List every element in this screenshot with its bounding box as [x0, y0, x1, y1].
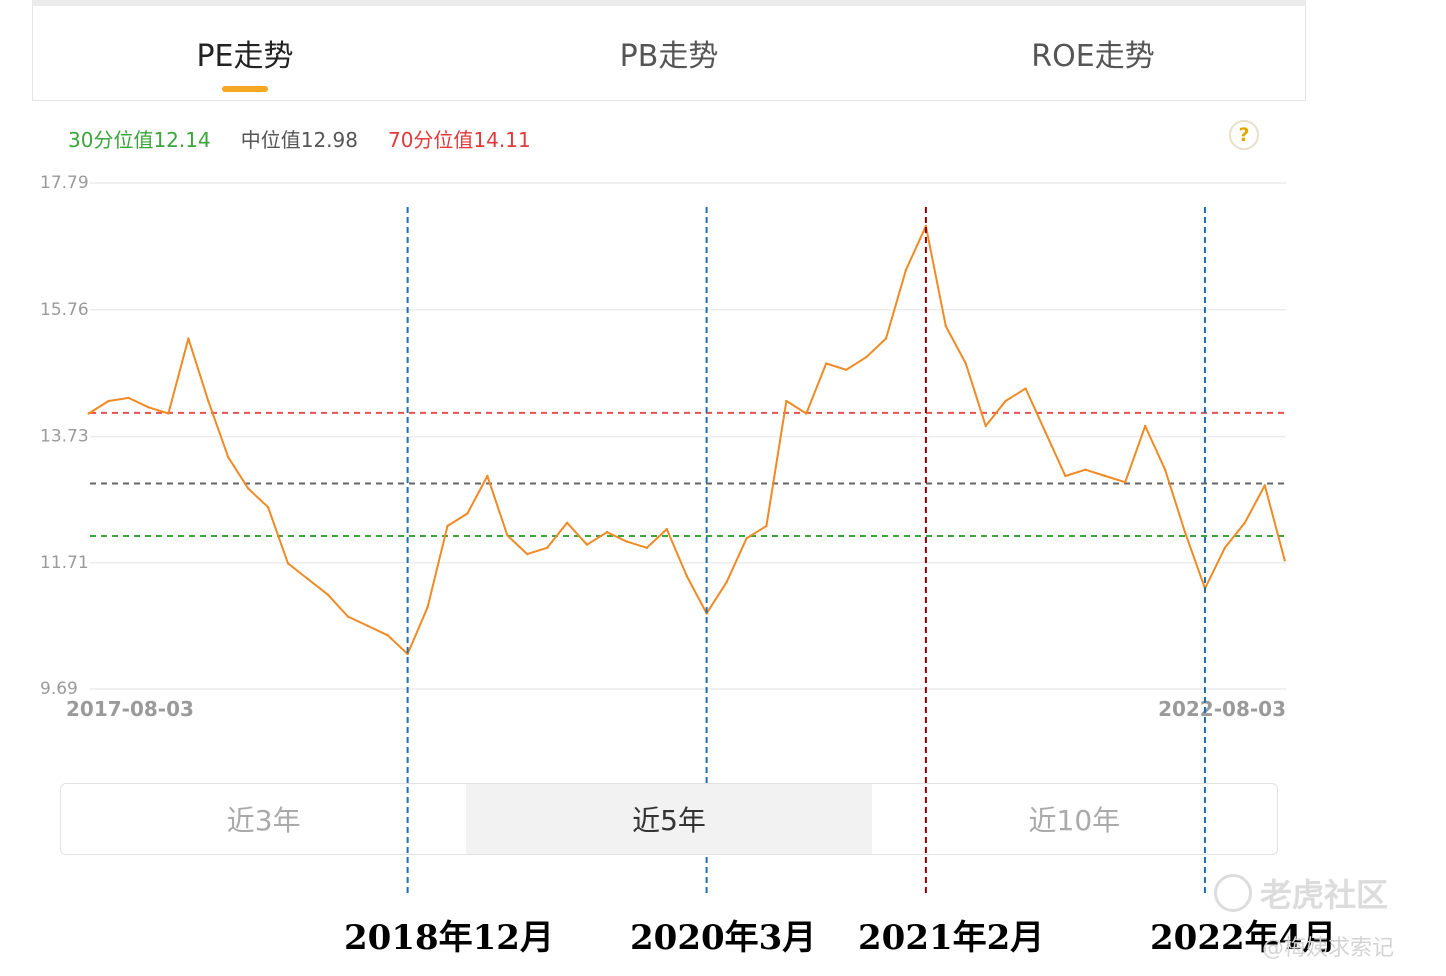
pe-data-point [665, 527, 668, 531]
pe-data-point [964, 362, 967, 365]
pe-data-point [466, 512, 469, 515]
pe-data-point [884, 337, 888, 340]
annotation-label-2022-04: 2022年4月 [1150, 918, 1337, 958]
pe-data-point [1104, 474, 1107, 478]
annotation-label-2021-02: 2021年2月 [858, 918, 1045, 958]
pe-data-point [725, 580, 728, 584]
range-5y-button[interactable]: 近5年 [466, 784, 872, 854]
percentile-legend: 30分位值12.14 中位值12.98 70分位值14.11 [68, 124, 531, 153]
x-start-label: 2017-08-03 [66, 697, 194, 721]
pe-data-point [326, 593, 330, 596]
pe-data-point [785, 399, 788, 403]
pe-data-point [446, 524, 449, 528]
pe-data-point [1263, 484, 1266, 487]
pe-data-point [286, 562, 290, 565]
tab-pe[interactable]: PE走势 [33, 6, 457, 100]
tab-pe-label: PE走势 [196, 39, 294, 74]
tab-pb[interactable]: PB走势 [457, 6, 881, 100]
y-tick-label: 17.79 [40, 173, 89, 193]
pe-data-point [904, 268, 908, 272]
annotation-label-2020-03: 2020年3月 [630, 918, 817, 958]
pe-data-point [645, 546, 649, 550]
watermark-logo-icon [1214, 874, 1252, 912]
watermark-name: 老虎社区 [1260, 876, 1389, 914]
pe-data-point [1064, 474, 1067, 478]
pe-data-point [107, 399, 110, 403]
pe-series-line [88, 225, 1286, 655]
legend-median: 中位值12.98 [240, 128, 358, 152]
pe-data-point [366, 624, 369, 628]
pe-data-point [1004, 399, 1007, 403]
legend-30th-percentile: 30分位值12.14 [68, 128, 211, 152]
pe-data-point [526, 552, 529, 556]
pe-data-point [187, 337, 190, 340]
tab-roe[interactable]: ROE走势 [881, 6, 1305, 100]
help-icon[interactable]: ? [1229, 120, 1259, 150]
pe-data-point [147, 406, 150, 409]
y-tick-label: 13.73 [40, 427, 89, 447]
tab-bar: PE走势 PB走势 ROE走势 [32, 0, 1306, 101]
annotation-label-2018-12: 2018年12月 [344, 918, 554, 958]
pe-data-point [1163, 468, 1167, 471]
pe-data-point [227, 456, 230, 459]
pe-data-point [805, 412, 808, 415]
pe-data-point [605, 531, 609, 534]
y-tick-label: 9.69 [40, 679, 78, 699]
pe-data-point [386, 634, 389, 637]
pe-data-point [585, 543, 589, 546]
pe-data-point [266, 506, 270, 509]
pe-data-point [426, 605, 429, 609]
pe-data-point [1124, 481, 1127, 484]
range-selector: 近3年 近5年 近10年 [60, 783, 1278, 855]
y-tick-label: 11.71 [40, 553, 89, 573]
pe-data-point [565, 521, 569, 525]
x-end-label: 2022-08-03 [1158, 697, 1286, 721]
range-10y-button[interactable]: 近10年 [1028, 804, 1121, 837]
pe-data-point [944, 324, 948, 328]
pe-data-point [984, 424, 987, 428]
pe-data-point [924, 224, 928, 228]
pe-data-point [625, 540, 629, 543]
watermark-author: @梅姨求索记 [1262, 936, 1395, 961]
pe-data-point [1243, 521, 1247, 525]
pe-data-point [765, 524, 768, 528]
active-tab-indicator [222, 86, 268, 92]
pe-data-point [346, 615, 350, 618]
pe-data-point [1084, 468, 1087, 471]
pe-data-point [1024, 387, 1027, 390]
pe-data-point [506, 534, 509, 537]
pe-data-point [825, 362, 828, 365]
pe-data-point [1283, 559, 1286, 562]
pe-data-point [406, 652, 409, 656]
pe-data-point [545, 546, 549, 550]
pe-data-point [1223, 546, 1227, 550]
pe-data-point [167, 412, 170, 415]
tab-pb-label: PB走势 [619, 39, 719, 74]
pe-data-point [246, 487, 250, 490]
pe-data-point [685, 574, 688, 578]
pe-data-point [1044, 431, 1047, 434]
pe-data-point [1183, 531, 1187, 534]
tab-roe-label: ROE走势 [1031, 39, 1155, 74]
pe-data-point [486, 474, 489, 478]
legend-70th-percentile: 70分位值14.11 [387, 128, 531, 152]
pe-data-point [127, 396, 130, 400]
watermark: 老虎社区 [1214, 870, 1388, 916]
pe-data-point [864, 356, 868, 359]
pe-data-point [1143, 424, 1147, 428]
pe-data-point [745, 537, 748, 540]
y-tick-label: 15.76 [40, 300, 89, 320]
pe-data-point [844, 368, 848, 371]
pe-data-point [306, 577, 310, 581]
pe-data-point [207, 399, 210, 403]
range-3y-button[interactable]: 近3年 [226, 804, 301, 837]
pe-data-point [87, 412, 90, 415]
